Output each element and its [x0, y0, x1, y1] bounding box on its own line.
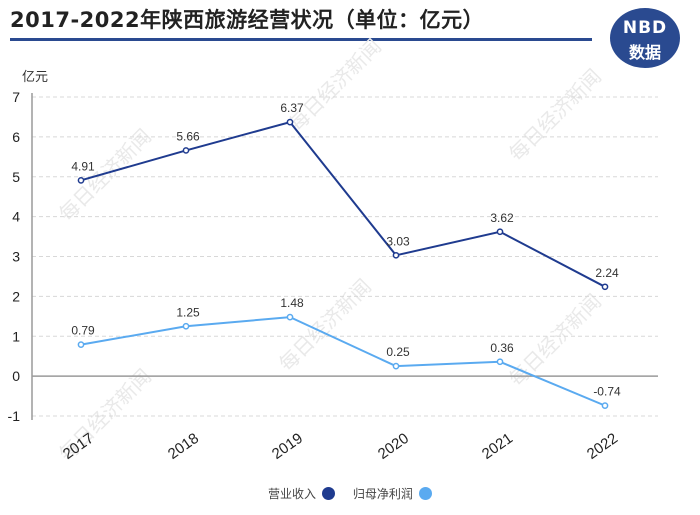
data-point [496, 228, 504, 236]
y-tick-label: 6 [12, 129, 20, 145]
y-tick-label: 7 [12, 89, 20, 105]
x-tick-label: 2020 [375, 430, 412, 463]
data-point [182, 322, 190, 330]
series-line-0 [80, 120, 606, 288]
x-tick-label: 2022 [584, 430, 621, 463]
data-label: 3.03 [386, 234, 410, 248]
watermark-4: 每日经济新闻 [274, 274, 376, 376]
data-label: 2.24 [595, 266, 619, 280]
legend-label-net-profit: 归母净利润 [352, 487, 413, 501]
watermark-2: 每日经济新闻 [504, 64, 606, 166]
x-tick-label: 2021 [479, 430, 516, 463]
y-tick-label: 0 [12, 368, 20, 384]
data-point [392, 362, 400, 370]
data-point [77, 176, 85, 184]
y-tick-label: 5 [12, 169, 20, 185]
data-label: 0.25 [386, 345, 410, 359]
watermark-1: 每日经济新闻 [284, 34, 386, 136]
legend-label-revenue: 营业收入 [268, 487, 317, 501]
logo-line-2: 数据 [628, 43, 661, 62]
x-tick-label: 2018 [165, 430, 202, 463]
data-label: 6.37 [280, 101, 304, 115]
series-line-1 [80, 316, 606, 407]
y-tick-label: -1 [8, 408, 21, 424]
data-label: 1.48 [280, 296, 304, 310]
legend: 营业收入 归母净利润 [268, 485, 446, 502]
data-label: 4.91 [71, 159, 95, 173]
data-point [601, 283, 609, 291]
watermark-0: 每日经济新闻 [54, 124, 156, 226]
legend-item-net-profit: 归母净利润 [353, 485, 432, 502]
data-point [392, 251, 400, 259]
title-underline [10, 38, 592, 41]
data-label: 0.79 [71, 324, 95, 338]
legend-item-revenue: 营业收入 [268, 485, 336, 502]
data-point [496, 358, 504, 366]
data-label: 3.62 [490, 211, 514, 225]
legend-swatch-net-profit [418, 487, 432, 500]
y-axis-unit-label: 亿元 [22, 70, 49, 85]
data-label: 1.25 [176, 305, 200, 319]
y-tick-label: 4 [12, 209, 20, 225]
nbd-data-logo: NBD 数据 [610, 8, 680, 68]
x-tick-label: 2019 [269, 430, 306, 463]
data-point [182, 147, 190, 154]
chart-title: 2017-2022年陕西旅游经营状况（单位：亿元） [10, 8, 485, 32]
y-tick-label: 1 [12, 328, 20, 344]
y-tick-label: 2 [12, 288, 20, 304]
y-tick-label: 3 [12, 249, 20, 265]
data-label: -0.74 [593, 385, 621, 399]
data-point [601, 402, 609, 409]
data-label: 0.36 [490, 341, 514, 355]
data-point [286, 118, 294, 126]
data-point [77, 341, 85, 348]
data-label: 5.66 [176, 129, 200, 143]
logo-line-1: NBD [622, 18, 668, 38]
legend-swatch-revenue [322, 487, 336, 500]
data-point [286, 313, 294, 321]
